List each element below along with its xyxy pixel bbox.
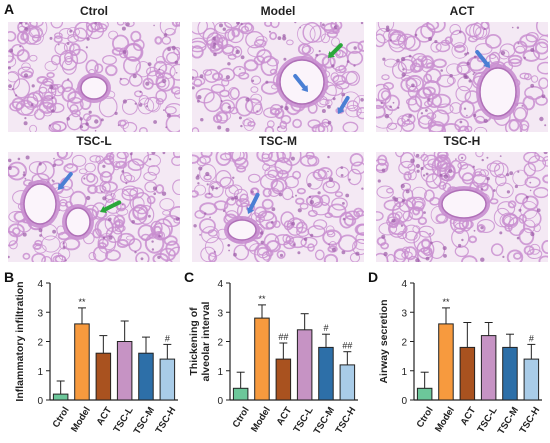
y-tick-label: 2 xyxy=(217,338,223,349)
x-tick-label: TSC-L xyxy=(291,405,315,435)
x-tick-label: TSC-H xyxy=(518,405,543,436)
y-tick-label: 0 xyxy=(37,396,43,407)
y-tick-label: 1 xyxy=(401,367,407,378)
histology-label-act: ACT xyxy=(449,4,475,18)
x-tick-label: Ctrol xyxy=(51,405,72,430)
y-axis-label: Airway secretion xyxy=(378,299,390,383)
x-tick-label: ACT xyxy=(275,405,295,428)
y-axis-label: alveolar interval xyxy=(200,301,212,381)
y-tick-label: 1 xyxy=(217,367,223,378)
x-tick-label: TSC-H xyxy=(334,405,359,436)
y-tick-label: 2 xyxy=(401,338,407,349)
bar-tsc-l xyxy=(296,329,313,401)
significance-mark: # xyxy=(323,323,328,333)
panel-letter-a: A xyxy=(4,1,15,17)
bar-ctrol xyxy=(416,387,433,401)
x-tick-label: Model xyxy=(433,405,457,434)
x-tick-label: TSC-M xyxy=(132,405,157,436)
panel-letter-d: D xyxy=(368,269,378,285)
x-tick-label: Model xyxy=(69,405,93,434)
y-tick-label: 0 xyxy=(217,396,223,407)
bar-act xyxy=(275,358,292,401)
bar-act xyxy=(95,352,112,401)
x-tick-label: TSC-L xyxy=(111,405,135,435)
y-tick-label: 4 xyxy=(37,279,43,290)
histology-image-tsc-l xyxy=(8,152,180,262)
bar-tsc-l xyxy=(480,335,497,401)
chart-c: C 0 1 2 3 4 Thickening of alveolar interval Ctro… xyxy=(184,269,358,436)
bar-ctrol xyxy=(232,387,249,401)
x-tick-label: ACT xyxy=(459,405,479,428)
bar-tsc-h xyxy=(339,364,356,401)
bar-ctrol xyxy=(52,393,69,401)
x-tick-label: ACT xyxy=(95,405,115,428)
y-axis-label: Thickening of xyxy=(188,307,200,376)
histology-image-ctrol xyxy=(8,22,180,132)
y-tick-label: 0 xyxy=(401,396,407,407)
bar-act xyxy=(459,346,476,401)
bar-tsc-l xyxy=(116,341,133,401)
bar-model xyxy=(438,323,454,401)
y-tick-label: 2 xyxy=(37,338,43,349)
y-tick-label: 3 xyxy=(37,308,43,319)
histology-image-act xyxy=(376,22,548,132)
x-tick-label: TSC-H xyxy=(154,405,179,436)
significance-mark: ** xyxy=(442,297,450,307)
histology-image-model xyxy=(192,22,364,132)
x-tick-label: TSC-M xyxy=(312,405,337,436)
histology-label-tsc-h: TSC-H xyxy=(443,134,481,148)
bar-tsc-m xyxy=(318,346,334,401)
panel-letter-c: C xyxy=(184,269,194,285)
y-tick-label: 3 xyxy=(217,308,223,319)
bar-tsc-h xyxy=(523,358,540,401)
histology-label-tsc-l: TSC-L xyxy=(76,134,112,148)
y-tick-label: 3 xyxy=(401,308,407,319)
significance-mark: ** xyxy=(258,294,266,304)
histology-image-tsc-m xyxy=(192,152,364,262)
x-tick-label: Model xyxy=(249,405,273,434)
histology-label-tsc-m: TSC-M xyxy=(259,134,297,148)
y-axis-label: Inflammatory infiltration xyxy=(14,281,26,401)
bar-tsc-m xyxy=(138,352,154,401)
bar-model xyxy=(254,317,270,401)
significance-mark: # xyxy=(529,333,534,343)
bar-model xyxy=(74,323,90,401)
y-tick-label: 1 xyxy=(37,367,43,378)
x-tick-label: Ctrol xyxy=(415,405,436,430)
y-tick-label: 4 xyxy=(401,279,407,290)
y-tick-label: 4 xyxy=(217,279,223,290)
significance-mark: ## xyxy=(278,332,288,342)
significance-mark: # xyxy=(165,333,170,343)
significance-mark: ** xyxy=(78,297,86,307)
bar-tsc-m xyxy=(502,346,518,401)
x-tick-label: Ctrol xyxy=(231,405,252,430)
histology-label-ctrol: Ctrol xyxy=(80,4,108,18)
histology-image-tsc-h xyxy=(376,152,548,262)
chart-b: B 0 1 2 3 4 Inflammatory infiltration Ctrol ** Mo… xyxy=(4,269,178,436)
bar-tsc-h xyxy=(159,358,176,401)
histology-label-model: Model xyxy=(260,4,296,18)
panel-letter-b: B xyxy=(4,269,14,285)
significance-mark: ## xyxy=(342,341,352,351)
x-tick-label: TSC-M xyxy=(496,405,521,436)
x-tick-label: TSC-L xyxy=(475,405,499,435)
